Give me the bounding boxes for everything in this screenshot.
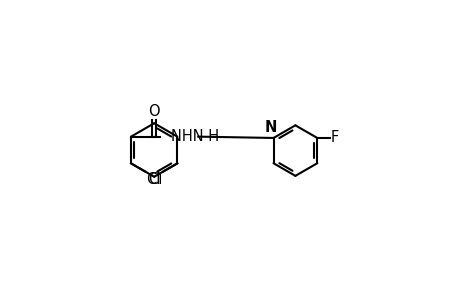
Text: Cl: Cl	[146, 172, 160, 188]
Text: O: O	[148, 104, 160, 119]
Text: Cl: Cl	[148, 172, 162, 188]
Text: F: F	[330, 130, 338, 146]
Text: N: N	[264, 120, 277, 135]
Text: NHN H: NHN H	[170, 129, 218, 144]
